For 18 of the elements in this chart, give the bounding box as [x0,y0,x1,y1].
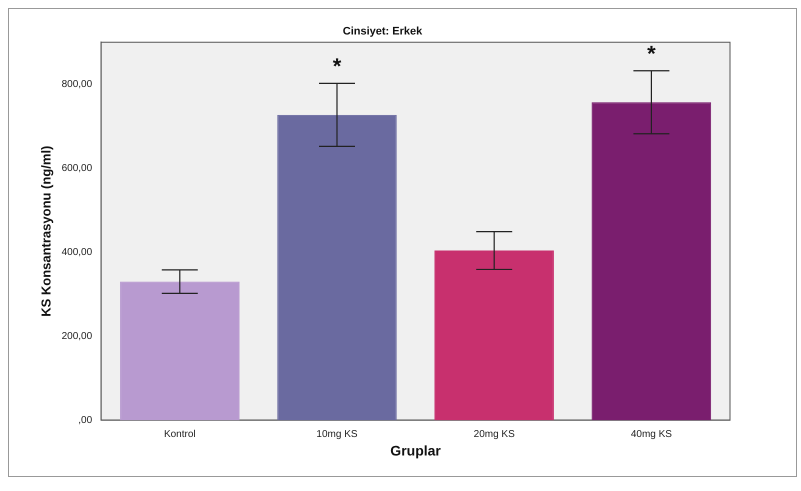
chart-title: Cinsiyet: Erkek [342,26,424,38]
y-tick-label: 800,00 [62,78,93,90]
y-tick-label: ,00 [78,414,93,426]
bar [120,282,240,420]
y-axis-title: KS Konsantrasyonu (ng/ml) [38,146,54,317]
bar [434,250,554,420]
x-tick-label: 20mg KS [474,428,516,440]
x-tick-label: 10mg KS [316,428,358,440]
bar [277,114,397,420]
annotation: * [647,40,656,66]
x-tick-label: 40mg KS [630,428,672,440]
annotation: * [332,53,342,78]
bar [592,102,712,420]
y-tick-label: 200,00 [62,330,93,342]
y-tick-label: 600,00 [62,162,93,174]
x-axis-title: Gruplar [390,442,442,458]
x-tick-label: Kontrol [164,428,196,440]
y-tick-label: 400,00 [62,246,93,258]
